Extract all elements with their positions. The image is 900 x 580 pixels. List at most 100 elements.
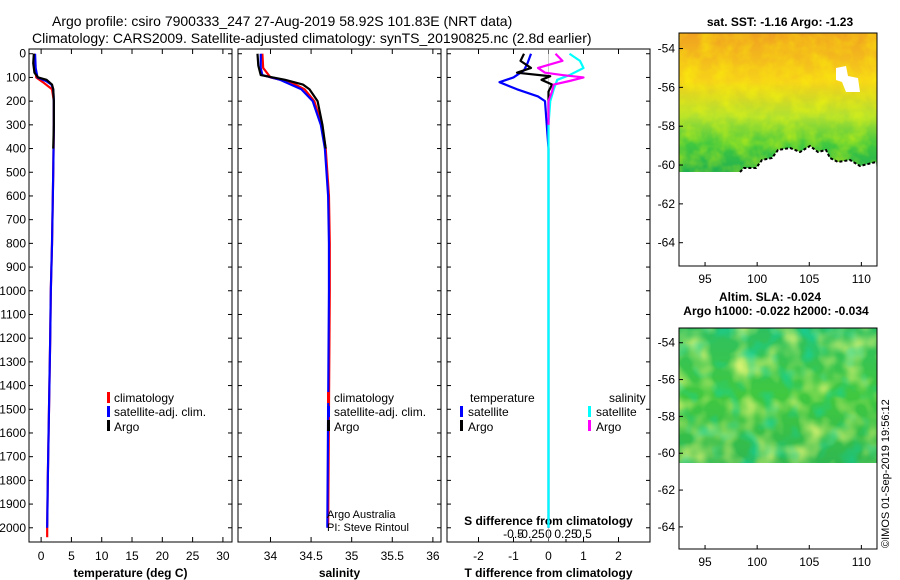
y-tick-label: 1500 [0, 402, 26, 416]
legend-title-temperature: temperature [470, 391, 535, 405]
map-x-tick-label: 105 [799, 555, 819, 569]
series-climatology [261, 53, 331, 528]
series-s-argo [536, 52, 585, 125]
y-tick-label: 1600 [0, 426, 26, 440]
sst-map-axes: 95 100 105 110 -54 -56 -58 -60 -62 -64 [658, 42, 872, 286]
map-x-tick-label: 100 [747, 272, 767, 286]
map-y-tick-label: -56 [658, 373, 676, 387]
map-x-tick-label: 95 [698, 272, 712, 286]
salinity-frame [237, 48, 442, 543]
header-line2: Climatology: CARS2009. Satellite-adjuste… [32, 30, 592, 46]
sla-map-title: Altim. SLA: -0.024 [719, 290, 821, 304]
x-tick-label: 5 [68, 549, 75, 563]
legend-label-climatology: climatology [334, 391, 394, 405]
salinity-panel: 34 34.5 35 35.5 36 salinity [237, 48, 442, 580]
map-y-tick-label: -54 [658, 336, 676, 350]
legend-label-argo: Argo [114, 420, 140, 434]
legend-swatch-argo [327, 420, 330, 431]
legend-swatch-t-argo [460, 420, 463, 431]
sla-lows [679, 328, 877, 463]
legend-swatch-climatology [327, 392, 330, 403]
sst-gap [836, 66, 860, 92]
map-y-tick-label: -56 [658, 80, 676, 94]
sst-ice-outline [739, 144, 877, 173]
legend-swatch-satellite [327, 406, 330, 417]
y-tick-label: 1100 [0, 307, 26, 321]
sst-texture [679, 33, 877, 172]
x-axis-label: salinity [319, 566, 361, 580]
sst-map: 95 100 105 110 -54 -56 -58 -60 -62 -64 [658, 32, 878, 286]
y-tick-label: 1900 [0, 497, 26, 511]
legend-label-satellite: satellite-adj. clim. [334, 405, 426, 419]
legend-swatch-s-satellite [588, 406, 591, 417]
map-y-tick-label: -58 [658, 119, 676, 133]
temperature-panel: 0100200300400500600700800900100011001200… [0, 47, 233, 580]
series-t-satellite [498, 53, 550, 528]
x-tick-label: -1 [508, 549, 519, 563]
difference-panel: -2 -1 0 1 2-0.5-0.25 0 0.250.5S difference fro… [446, 48, 651, 580]
map-y-tick-label: -60 [658, 446, 676, 460]
x-tick-label: 10 [95, 549, 109, 563]
map-y-tick-label: -64 [658, 520, 676, 534]
x-tick-label: 35.5 [381, 549, 405, 563]
y-tick-label: 600 [6, 189, 26, 203]
map-y-tick-label: -62 [658, 483, 676, 497]
legend-title-salinity: salinity [609, 391, 646, 405]
y-tick-label: 2000 [0, 521, 26, 535]
x-tick-label: 1 [580, 549, 587, 563]
x-axis-label: temperature (deg C) [73, 566, 187, 580]
x-tick-label: 34.5 [299, 549, 323, 563]
map-x-tick-label: 110 [852, 272, 871, 286]
y-tick-label: 700 [6, 213, 26, 227]
series-s-satellite [547, 52, 585, 528]
y-tick-label: 500 [6, 165, 26, 179]
x-tick-label: 36 [426, 549, 440, 563]
y-tick-label: 200 [6, 94, 26, 108]
x2-tick-label: -0.25 [517, 527, 545, 541]
x2-tick-label: 0.25 [554, 527, 578, 541]
sla-map-subtitle: Argo h1000: -0.022 h2000: -0.034 [683, 304, 869, 318]
map-y-tick-label: -58 [658, 409, 676, 423]
legend-label-t-argo: Argo [468, 420, 494, 434]
y-tick-label: 1300 [0, 355, 26, 369]
legend-swatch-t-satellite [460, 406, 463, 417]
map-y-tick-label: -64 [658, 236, 676, 250]
series-argo [256, 53, 327, 149]
map-y-tick-label: -60 [658, 158, 676, 172]
legend-swatch-s-argo [588, 420, 591, 431]
x-tick-label: 25 [186, 549, 200, 563]
header-line1: Argo profile: csiro 7900333_247 27-Aug-2… [52, 13, 512, 29]
y-tick-label: 300 [6, 118, 26, 132]
map-x-tick-label: 105 [799, 272, 819, 286]
map-x-tick-label: 110 [852, 555, 871, 569]
x-tick-label: -2 [473, 549, 484, 563]
sst-ice-edge [740, 146, 877, 172]
legend-label-argo: Argo [334, 420, 360, 434]
x-tick-label: 20 [156, 549, 170, 563]
x-tick-label: 0 [545, 549, 552, 563]
legend-label-climatology: climatology [114, 391, 174, 405]
map-x-tick-label: 100 [747, 555, 767, 569]
legend-swatch-satellite [107, 406, 110, 417]
series-satellite-adj-clim- [33, 53, 55, 528]
x-tick-label: 34 [264, 549, 278, 563]
x-tick-label: 0 [38, 549, 45, 563]
temperature-legend: climatology satellite-adj. clim. Argo [107, 391, 206, 434]
sst-map-title: sat. SST: -1.16 Argo: -1.23 [707, 15, 854, 29]
x-axis-label: T difference from climatology [464, 566, 632, 580]
y-tick-label: 1800 [0, 473, 26, 487]
y-tick-label: 1200 [0, 331, 26, 345]
sla-map-axes: 95 100 105 110 -54 -56 -58 -60 -62 -64 [658, 336, 872, 569]
credit-text: ©IMOS 01-Sep-2019 19:56:12 [880, 399, 892, 548]
legend-label-t-satellite: satellite [468, 405, 509, 419]
legend-label-s-argo: Argo [596, 420, 622, 434]
y-tick-label: 900 [6, 260, 26, 274]
x-tick-label: 35 [345, 549, 359, 563]
series-argo [32, 53, 55, 149]
x2-tick-label: -0.5 [503, 527, 524, 541]
map-y-tick-label: -62 [658, 197, 676, 211]
annotation-pi: PI: Steve Rintoul [327, 522, 409, 534]
legend-label-satellite: satellite-adj. clim. [114, 405, 206, 419]
x2-tick-label: 0.5 [575, 527, 592, 541]
